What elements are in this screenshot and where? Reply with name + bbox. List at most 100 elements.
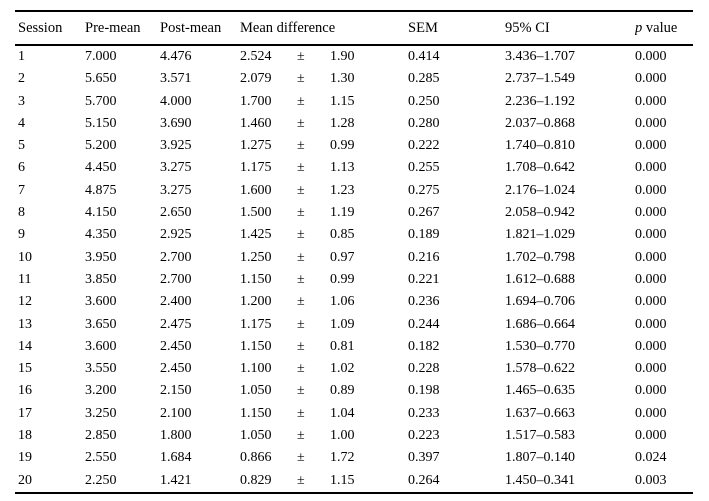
cell-ci: 2.737–1.549 (505, 71, 576, 87)
plus-minus-sign: ± (297, 271, 305, 287)
cell-mean-diff: 1.275 (240, 138, 272, 154)
plus-minus-sign: ± (297, 71, 305, 87)
cell-pre-mean: 4.875 (85, 182, 117, 198)
cell-pre-mean: 3.950 (85, 249, 117, 265)
cell-diff-sd: 0.99 (330, 138, 355, 154)
cell-session: 11 (18, 271, 32, 287)
col-header-ci: 95% CI (505, 19, 550, 36)
cell-ci: 1.740–0.810 (505, 138, 576, 154)
table-row: 12 3.600 2.400 1.200 ±1.06 0.236 1.694–0.706 0.… (15, 291, 693, 313)
cell-ci: 1.530–0.770 (505, 338, 576, 354)
cell-ci: 2.037–0.868 (505, 115, 576, 131)
cell-diff-sd: 1.15 (330, 93, 355, 109)
cell-diff-sd: 0.89 (330, 383, 355, 399)
cell-pre-mean: 5.650 (85, 71, 117, 87)
p-value-italic-letter: p (635, 19, 643, 36)
table-row: 9 4.350 2.925 1.425 ±0.85 0.189 1.821–1.029 0.0… (15, 224, 693, 246)
cell-sem: 0.198 (408, 383, 440, 399)
cell-diff-sd: 0.81 (330, 338, 355, 354)
plus-minus-sign: ± (297, 138, 305, 154)
cell-p-value: 0.000 (635, 294, 667, 310)
cell-session: 16 (18, 383, 32, 399)
cell-sem: 0.189 (408, 227, 440, 243)
cell-p-value: 0.000 (635, 49, 667, 64)
cell-pre-mean: 5.200 (85, 138, 117, 154)
cell-p-value: 0.000 (635, 115, 667, 131)
plus-minus-sign: ± (297, 182, 305, 198)
cell-ci: 3.436–1.707 (505, 49, 576, 64)
table-row: 20 2.250 1.421 0.829 ±1.15 0.264 1.450–0.341 0.… (15, 470, 693, 493)
cell-session: 18 (18, 428, 32, 444)
cell-mean-diff: 1.175 (240, 160, 272, 176)
cell-p-value: 0.000 (635, 160, 667, 176)
table-row: 14 3.600 2.450 1.150 ±0.81 0.182 1.530–0.770 0.… (15, 336, 693, 358)
cell-pre-mean: 5.700 (85, 93, 117, 109)
cell-post-mean: 2.700 (160, 271, 192, 287)
cell-pre-mean: 4.150 (85, 205, 117, 221)
table-row: 4 5.150 3.690 1.460 ±1.28 0.280 2.037–0.868 0.0… (15, 113, 693, 135)
cell-sem: 0.414 (408, 49, 440, 64)
cell-sem: 0.275 (408, 182, 440, 198)
table-row: 10 3.950 2.700 1.250 ±0.97 0.216 1.702–0.798 0.… (15, 247, 693, 269)
cell-diff-sd: 1.00 (330, 428, 355, 444)
results-table: Session Pre-mean Post-mean Mean differen… (15, 10, 694, 494)
cell-post-mean: 3.690 (160, 115, 192, 131)
table-row: 7 4.875 3.275 1.600 ±1.23 0.275 2.176–1.024 0.0… (15, 180, 693, 202)
cell-diff-sd: 0.97 (330, 249, 355, 265)
cell-ci: 1.702–0.798 (505, 249, 576, 265)
cell-p-value: 0.000 (635, 71, 667, 87)
plus-minus-sign: ± (297, 93, 305, 109)
cell-ci: 1.465–0.635 (505, 383, 576, 399)
cell-post-mean: 3.275 (160, 182, 192, 198)
plus-minus-sign: ± (297, 472, 305, 488)
plus-minus-sign: ± (297, 361, 305, 377)
cell-ci: 1.450–0.341 (505, 472, 576, 488)
cell-mean-diff: 1.100 (240, 361, 272, 377)
cell-diff-sd: 1.28 (330, 115, 355, 131)
cell-pre-mean: 4.350 (85, 227, 117, 243)
cell-pre-mean: 7.000 (85, 49, 117, 64)
plus-minus-sign: ± (297, 383, 305, 399)
cell-mean-diff: 1.600 (240, 182, 272, 198)
cell-ci: 1.708–0.642 (505, 160, 576, 176)
cell-sem: 0.228 (408, 361, 440, 377)
cell-ci: 2.236–1.192 (505, 93, 576, 109)
cell-ci: 1.612–0.688 (505, 271, 576, 287)
cell-session: 15 (18, 361, 32, 377)
cell-ci: 1.578–0.622 (505, 361, 576, 377)
cell-p-value: 0.000 (635, 361, 667, 377)
cell-sem: 0.255 (408, 160, 440, 176)
plus-minus-sign: ± (297, 227, 305, 243)
cell-p-value: 0.000 (635, 205, 667, 221)
cell-sem: 0.280 (408, 115, 440, 131)
paper-table-container: Session Pre-mean Post-mean Mean differen… (15, 10, 694, 494)
cell-session: 5 (18, 138, 25, 154)
cell-mean-diff: 1.050 (240, 428, 272, 444)
cell-mean-diff: 1.200 (240, 294, 272, 310)
cell-mean-diff: 1.425 (240, 227, 272, 243)
cell-diff-sd: 1.30 (330, 71, 355, 87)
cell-sem: 0.244 (408, 316, 440, 332)
cell-sem: 0.264 (408, 472, 440, 488)
table-row: 13 3.650 2.475 1.175 ±1.09 0.244 1.686–0.664 0.… (15, 314, 693, 336)
cell-post-mean: 2.400 (160, 294, 192, 310)
cell-post-mean: 2.475 (160, 316, 192, 332)
cell-diff-sd: 1.90 (330, 49, 355, 64)
cell-diff-sd: 1.72 (330, 450, 355, 466)
cell-pre-mean: 2.250 (85, 472, 117, 488)
cell-session: 13 (18, 316, 32, 332)
plus-minus-sign: ± (297, 249, 305, 265)
cell-pre-mean: 3.850 (85, 271, 117, 287)
table-body: 1 7.000 4.476 2.524 ±1.90 0.414 3.436–1.707 0.0… (15, 45, 693, 493)
cell-post-mean: 4.476 (160, 49, 192, 64)
cell-post-mean: 2.925 (160, 227, 192, 243)
col-header-mean-difference: Mean difference (240, 19, 336, 36)
cell-session: 3 (18, 93, 25, 109)
cell-pre-mean: 3.200 (85, 383, 117, 399)
table-row: 15 3.550 2.450 1.100 ±1.02 0.228 1.578–0.622 0.… (15, 358, 693, 380)
plus-minus-sign: ± (297, 405, 305, 421)
cell-sem: 0.250 (408, 93, 440, 109)
col-header-pre-mean: Pre-mean (85, 19, 141, 36)
cell-sem: 0.216 (408, 249, 440, 265)
plus-minus-sign: ± (297, 115, 305, 131)
